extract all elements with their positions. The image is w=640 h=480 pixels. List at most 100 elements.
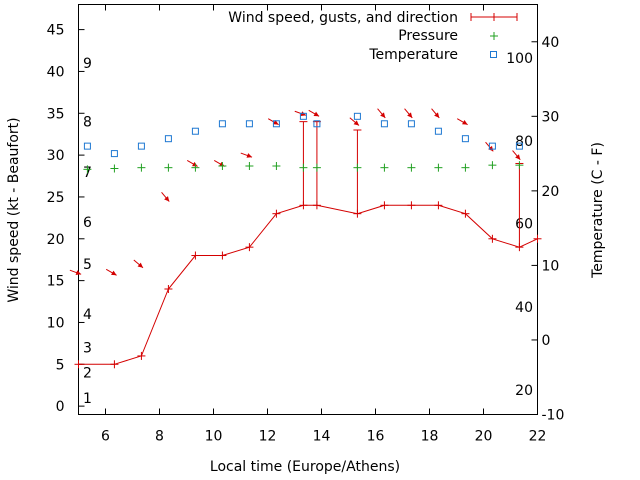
wind-speed-point xyxy=(353,209,362,218)
wind-speed-point xyxy=(137,351,146,360)
left-tick-label: 20 xyxy=(47,232,65,248)
wind-direction-arrow xyxy=(105,268,117,276)
arrow-head xyxy=(111,270,117,276)
wind-speed-point xyxy=(515,243,524,252)
right-tick-label: -10 xyxy=(542,408,565,424)
gust-bar xyxy=(299,121,308,206)
right-tick-label: 30 xyxy=(542,109,560,125)
wind-direction-arrow xyxy=(240,152,253,158)
arrow-head xyxy=(515,154,521,160)
left-tick-label: 35 xyxy=(47,106,65,122)
wind-direction-arrow xyxy=(377,108,386,119)
arrow-head xyxy=(75,270,82,275)
fahrenheit-label: 40 xyxy=(515,300,533,316)
wind-speed-point xyxy=(533,234,542,243)
arrow-head xyxy=(164,196,170,202)
arrow-head xyxy=(488,145,494,152)
left-tick-label: 40 xyxy=(47,64,65,80)
pressure-point xyxy=(218,161,227,170)
legend: Wind speed, gusts, and direction Pressur… xyxy=(228,10,518,63)
wind-speed-point xyxy=(461,209,470,218)
legend-label-pressure: Pressure xyxy=(398,28,458,44)
beaufort-label: 2 xyxy=(83,366,92,382)
wind-speed-series xyxy=(74,201,542,369)
x-tick-label: 10 xyxy=(205,429,223,445)
gust-bar xyxy=(515,162,524,248)
temperature-point xyxy=(353,112,361,120)
right-tick-label: 20 xyxy=(542,184,560,200)
wind-speed-line xyxy=(78,204,538,365)
wind-speed-point xyxy=(164,284,173,293)
wind-direction-arrow xyxy=(308,109,320,117)
right-tick-label: 10 xyxy=(542,258,560,274)
legend-marker-wind xyxy=(470,13,518,21)
legend-marker-pressure xyxy=(490,32,498,40)
temperature-point xyxy=(461,135,469,143)
beaufort-label: 1 xyxy=(83,391,92,407)
temperature-point xyxy=(110,150,118,158)
legend-marker-temperature xyxy=(490,51,497,58)
pressure-series xyxy=(83,161,524,174)
temperature-point xyxy=(488,142,496,150)
left-tick-label: 15 xyxy=(47,274,65,290)
x-tick-label: 8 xyxy=(155,429,164,445)
wind-speed-point xyxy=(380,201,389,210)
wind-speed-point xyxy=(74,360,83,369)
temperature-point xyxy=(83,142,91,150)
beaufort-label: 9 xyxy=(83,56,92,72)
temperature-point xyxy=(245,120,253,128)
beaufort-label: 4 xyxy=(83,307,92,323)
beaufort-label: 6 xyxy=(83,215,92,231)
wind-speed-point xyxy=(245,243,254,252)
pressure-point xyxy=(191,163,200,172)
fahrenheit-label: 80 xyxy=(515,134,533,150)
pressure-point xyxy=(515,161,524,170)
arrow-head xyxy=(273,119,279,125)
arrow-head xyxy=(313,111,320,117)
temperature-point xyxy=(272,120,280,128)
wind-direction-arrow xyxy=(404,108,413,119)
wind-direction-arrow xyxy=(349,117,360,126)
left-tick-label: 10 xyxy=(47,315,65,331)
beaufort-label: 5 xyxy=(83,257,92,273)
temperature-point xyxy=(515,142,523,150)
arrow-head xyxy=(137,262,144,268)
beaufort-label: 8 xyxy=(83,115,92,131)
left-tick-label: 5 xyxy=(56,357,65,373)
pressure-point xyxy=(245,161,254,170)
wind-direction-arrow xyxy=(512,150,521,161)
arrow-head xyxy=(407,112,413,118)
wind-speed-point xyxy=(434,201,443,210)
wind-direction-arrow xyxy=(431,108,440,119)
fahrenheit-label: 20 xyxy=(515,383,533,399)
temperature-point xyxy=(407,120,415,128)
wind-speed-point xyxy=(312,201,321,210)
x-tick-label: 14 xyxy=(313,429,331,445)
fahrenheit-label: 100 xyxy=(506,51,533,67)
temperature-point xyxy=(380,120,388,128)
temperature-series xyxy=(83,112,523,158)
x-tick-label: 6 xyxy=(101,429,110,445)
x-tick-label: 12 xyxy=(259,429,277,445)
left-axis-ticks: 0 5 10 15 20 25 30 35 40 45 xyxy=(47,23,85,415)
arrow-head xyxy=(246,153,253,158)
temperature-point xyxy=(299,112,307,120)
wind-direction-arrow xyxy=(186,160,198,167)
x-tick-label: 18 xyxy=(421,429,439,445)
right-axis-label: Temperature (C - F) xyxy=(590,142,606,279)
wind-speed-point xyxy=(191,251,200,260)
wind-direction-arrow xyxy=(161,192,170,202)
legend-label-wind: Wind speed, gusts, and direction xyxy=(228,10,458,26)
fahrenheit-label: 60 xyxy=(515,217,533,233)
arrow-head xyxy=(192,161,198,167)
x-tick-label: 20 xyxy=(475,429,493,445)
pressure-point xyxy=(380,163,389,172)
x-tick-label: 22 xyxy=(529,429,547,445)
pressure-point xyxy=(461,163,470,172)
left-tick-label: 25 xyxy=(47,190,65,206)
temperature-point xyxy=(191,127,199,135)
x-axis-ticks: 6 8 10 12 14 16 18 20 22 xyxy=(101,4,547,445)
right-tick-label: 0 xyxy=(542,333,551,349)
